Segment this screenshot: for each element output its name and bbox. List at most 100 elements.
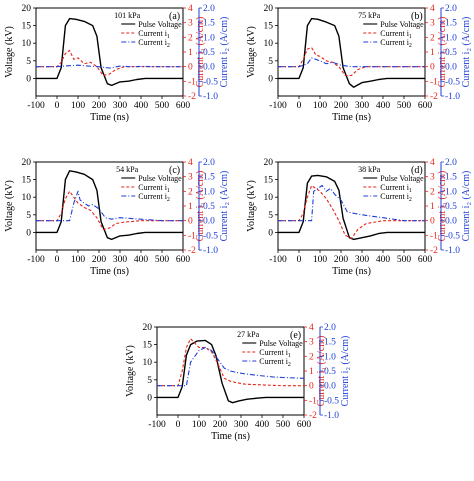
x-tick-label: 300: [355, 101, 370, 111]
x-tick-label: -100: [27, 101, 45, 111]
x-tick-label: 300: [113, 101, 128, 111]
series-line-left: [278, 174, 425, 241]
x-tick-label: 500: [155, 255, 170, 265]
y-mid-tick-label: 3: [430, 173, 435, 183]
series-line-left: [278, 17, 425, 88]
pressure-label: 101 kPa: [114, 11, 140, 20]
y-left-tick-label: 0: [268, 228, 273, 238]
y-left-tick-label: 5: [26, 57, 31, 67]
y-mid-tick-label: 2: [430, 33, 435, 43]
y-right-tick-label: -0.5: [445, 77, 460, 87]
panel-label: (e): [290, 330, 301, 341]
x-tick-label: 500: [276, 420, 291, 430]
y-right-tick-label: -0.5: [203, 231, 218, 241]
x-tick-label: 500: [397, 255, 412, 265]
y-right-tick-label: 0.0: [203, 63, 215, 73]
legend-subscript: 1: [409, 34, 412, 40]
y-right-tick-label: 0.5: [324, 367, 336, 377]
x-tick-label: -100: [148, 420, 166, 430]
y-right-tick-label: 1.5: [445, 173, 457, 183]
y-right-tick-label: 0.0: [445, 217, 457, 227]
y-right-axis-title: Current i₂ (A/cm): [461, 171, 472, 242]
legend-subscript: 1: [167, 188, 170, 194]
y-mid-tick-label: 4: [188, 158, 193, 168]
y-right-tick-label: 0.5: [203, 48, 215, 58]
x-tick-label: 0: [297, 255, 302, 265]
y-mid-tick-label: -1: [188, 231, 196, 241]
series-line-right: [36, 190, 183, 222]
y-right-tick-label: 1.5: [324, 338, 336, 348]
y-right-tick-label: 1.0: [445, 33, 457, 43]
panel-label: (b): [411, 11, 423, 22]
pressure-label: 27 kPa: [237, 330, 259, 339]
y-right-tick-label: 0.0: [324, 382, 336, 392]
x-tick-label: 200: [334, 255, 349, 265]
legend-label: Current i2: [380, 38, 412, 49]
legend-label: Pulse Voltage: [138, 174, 182, 183]
y-right-tick-label: 0.5: [203, 202, 215, 212]
legend-label: Current i2: [138, 192, 170, 203]
pressure-label: 75 kPa: [358, 11, 380, 20]
y-mid-tick-label: -2: [430, 92, 438, 102]
x-axis-title: Time (ns): [332, 266, 371, 277]
y-left-axis-title: Voltage (kV): [125, 345, 136, 397]
y-mid-tick-label: -2: [188, 246, 196, 256]
legend-label: Current i2: [138, 38, 170, 49]
y-left-tick-label: 5: [147, 376, 152, 386]
y-left-tick-label: 5: [268, 57, 273, 67]
legend-label: Current i1: [138, 183, 170, 194]
y-mid-tick-label: 4: [430, 158, 435, 168]
y-right-tick-label: 1.0: [324, 352, 336, 362]
y-right-tick-label: 2.0: [203, 158, 215, 168]
y-left-tick-label: 5: [268, 211, 273, 221]
y-mid-tick-label: 1: [430, 48, 435, 58]
y-mid-tick-label: 3: [430, 19, 435, 29]
x-tick-label: 600: [418, 101, 433, 111]
legend-label: Pulse Voltage: [259, 339, 303, 348]
x-tick-label: 100: [71, 255, 86, 265]
y-mid-tick-label: 3: [188, 19, 193, 29]
y-left-axis-title: Voltage (kV): [246, 180, 257, 232]
legend-label: Current i1: [380, 183, 412, 194]
legend-label: Pulse Voltage: [138, 20, 182, 29]
y-left-axis-title: Voltage (kV): [4, 180, 15, 232]
y-left-tick-label: 20: [143, 323, 153, 333]
y-right-tick-label: 0.5: [445, 48, 457, 58]
x-tick-label: 200: [334, 101, 349, 111]
y-right-tick-label: 2.0: [203, 4, 215, 14]
x-axis-title: Time (ns): [332, 112, 371, 123]
y-left-tick-label: 15: [143, 341, 153, 351]
x-axis-title: Time (ns): [90, 266, 129, 277]
y-right-tick-label: 2.0: [324, 323, 336, 333]
y-right-tick-label: 1.0: [445, 187, 457, 197]
legend-subscript: 2: [167, 43, 170, 49]
y-right-tick-label: 2.0: [445, 4, 457, 14]
y-right-tick-label: -1.0: [445, 92, 460, 102]
y-mid-tick-label: -2: [430, 246, 438, 256]
panel-label: (a): [169, 11, 180, 22]
legend-subscript: 1: [409, 188, 412, 194]
y-left-tick-label: 0: [147, 393, 152, 403]
y-left-tick-label: 15: [264, 22, 274, 32]
y-mid-tick-label: 1: [430, 202, 435, 212]
legend-subscript: 2: [409, 43, 412, 49]
x-tick-label: 600: [418, 255, 433, 265]
x-tick-label: 300: [234, 420, 249, 430]
y-right-tick-label: -1.0: [203, 246, 218, 256]
pressure-label: 38 kPa: [358, 165, 380, 174]
y-left-tick-label: 10: [143, 358, 153, 368]
y-right-tick-label: 0.0: [203, 217, 215, 227]
y-mid-tick-label: -1: [430, 231, 438, 241]
y-mid-tick-label: 1: [188, 202, 193, 212]
y-right-tick-label: 1.5: [203, 173, 215, 183]
x-tick-label: 400: [255, 420, 270, 430]
y-mid-tick-label: 4: [188, 4, 193, 14]
x-tick-label: 300: [113, 255, 128, 265]
x-tick-label: 400: [134, 101, 149, 111]
y-mid-tick-label: 3: [188, 173, 193, 183]
y-mid-tick-label: 0: [188, 63, 193, 73]
